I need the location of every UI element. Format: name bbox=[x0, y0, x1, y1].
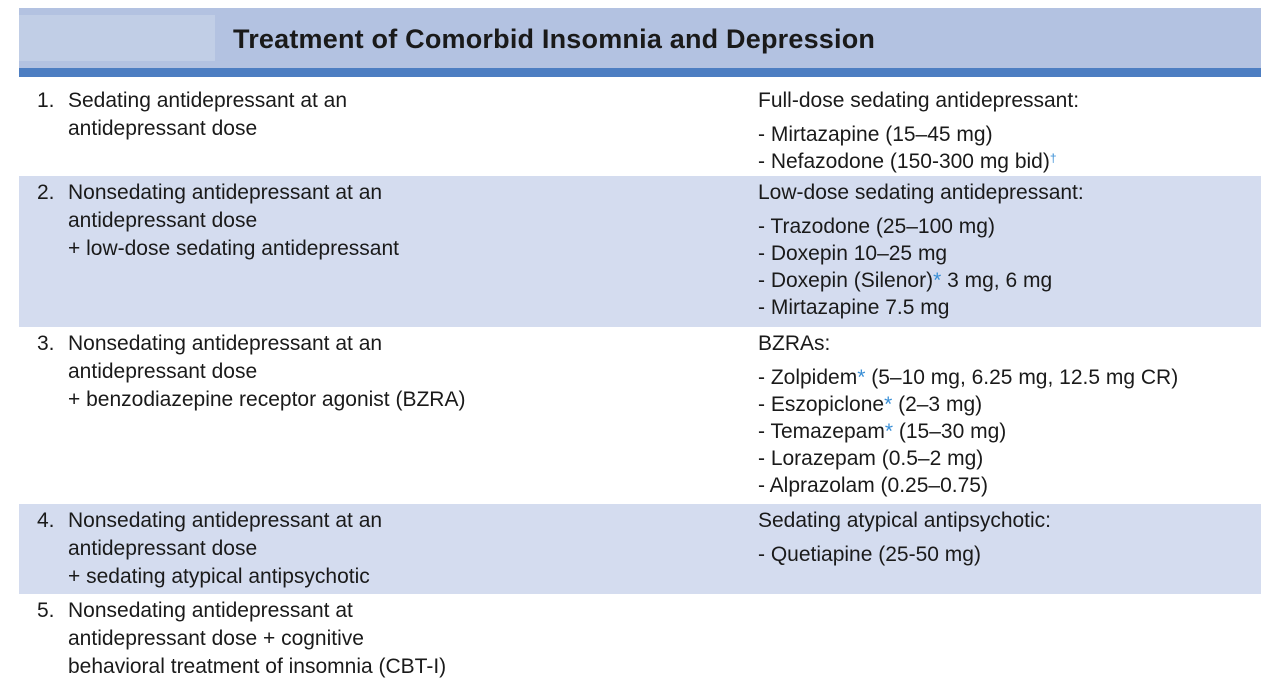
option-text-line: Nonsedating antidepressant at an bbox=[68, 509, 383, 532]
option-number: 2. bbox=[37, 181, 55, 204]
option-text-line: antidepressant dose bbox=[68, 360, 258, 383]
list-item: - Trazodone (25–100 mg) bbox=[758, 213, 1258, 240]
medication-text: - Lorazepam (0.5–2 mg) bbox=[758, 447, 984, 470]
medication-text: - Doxepin (Silenor) bbox=[758, 269, 934, 292]
dagger-footnote-mark: † bbox=[1049, 151, 1057, 165]
medication-dose: 3 mg, 6 mg bbox=[941, 269, 1053, 292]
medication-text: - Alprazolam (0.25–0.75) bbox=[758, 474, 988, 497]
list-item: - Alprazolam (0.25–0.75) bbox=[758, 472, 1258, 499]
table-header bbox=[19, 8, 1261, 68]
treatment-option: 5. Nonsedating antidepressant at antidep… bbox=[37, 597, 697, 681]
asterisk-footnote-mark: * bbox=[884, 420, 894, 443]
medication-heading: Sedating atypical antipsychotic: bbox=[758, 509, 1052, 532]
medication-heading: Low-dose sedating antidepressant: bbox=[758, 181, 1084, 204]
list-item: - Temazepam* (15–30 mg) bbox=[758, 418, 1258, 445]
option-text-line: + sedating atypical antipsychotic bbox=[68, 565, 370, 588]
medication-list: Low-dose sedating antidepressant: - Traz… bbox=[758, 179, 1258, 321]
option-text-line: Nonsedating antidepressant at an bbox=[68, 181, 383, 204]
treatment-option: 3. Nonsedating antidepressant at an anti… bbox=[37, 330, 697, 414]
medication-list: Full-dose sedating antidepressant: - Mir… bbox=[758, 87, 1258, 175]
medication-heading: Full-dose sedating antidepressant: bbox=[758, 89, 1080, 112]
page-title: Treatment of Comorbid Insomnia and Depre… bbox=[233, 24, 876, 54]
medication-text: - Quetiapine (25-50 mg) bbox=[758, 543, 981, 566]
medication-dose: (15–30 mg) bbox=[893, 420, 1007, 443]
list-item: - Quetiapine (25-50 mg) bbox=[758, 541, 1258, 568]
option-text-line: + low-dose sedating antidepressant bbox=[68, 237, 399, 260]
table-row: 3. Nonsedating antidepressant at an anti… bbox=[19, 327, 1261, 504]
list-item: - Doxepin 10–25 mg bbox=[758, 240, 1258, 267]
option-number: 3. bbox=[37, 332, 55, 355]
header-accent-panel bbox=[19, 15, 215, 61]
medication-list: Sedating atypical antipsychotic: - Queti… bbox=[758, 507, 1258, 568]
option-text-line: + benzodiazepine receptor agonist (BZRA) bbox=[68, 388, 466, 411]
list-item: - Nefazodone (150-300 mg bid)† bbox=[758, 148, 1258, 175]
option-text-line: antidepressant dose bbox=[68, 209, 258, 232]
medication-text: - Eszopiclone bbox=[758, 393, 885, 416]
option-text-line: behavioral treatment of insomnia (CBT-I) bbox=[68, 655, 447, 678]
option-number: 1. bbox=[37, 89, 55, 112]
table-row: 5. Nonsedating antidepressant at antidep… bbox=[19, 594, 1261, 688]
option-text-line: Nonsedating antidepressant at an bbox=[68, 332, 383, 355]
asterisk-footnote-mark: * bbox=[857, 366, 866, 389]
medication-text: - Zolpidem bbox=[758, 366, 858, 389]
option-text-line: Nonsedating antidepressant at bbox=[68, 599, 353, 622]
medication-dose: (5–10 mg, 6.25 mg, 12.5 mg CR) bbox=[865, 366, 1179, 389]
list-item: - Mirtazapine 7.5 mg bbox=[758, 294, 1258, 321]
list-item: - Zolpidem* (5–10 mg, 6.25 mg, 12.5 mg C… bbox=[758, 364, 1258, 391]
option-text-line: antidepressant dose bbox=[68, 117, 258, 140]
list-item: - Doxepin (Silenor)* 3 mg, 6 mg bbox=[758, 267, 1258, 294]
option-text-line: antidepressant dose + cognitive bbox=[68, 627, 364, 650]
option-number: 5. bbox=[37, 599, 55, 622]
medication-text: - Trazodone (25–100 mg) bbox=[758, 215, 995, 238]
medication-dose: (2–3 mg) bbox=[892, 393, 983, 416]
table-row: 4. Nonsedating antidepressant at an anti… bbox=[19, 504, 1261, 594]
option-text-line: Sedating antidepressant at an bbox=[68, 89, 348, 112]
medication-text: - Mirtazapine 7.5 mg bbox=[758, 296, 950, 319]
option-number: 4. bbox=[37, 509, 55, 532]
medication-list: BZRAs: - Zolpidem* (5–10 mg, 6.25 mg, 12… bbox=[758, 330, 1258, 499]
medication-heading: BZRAs: bbox=[758, 332, 831, 355]
treatment-option: 4. Nonsedating antidepressant at an anti… bbox=[37, 507, 697, 591]
medication-text: - Temazepam bbox=[758, 420, 885, 443]
table-row: 1. Sedating antidepressant at an antidep… bbox=[19, 84, 1261, 176]
table-row: 2. Nonsedating antidepressant at an anti… bbox=[19, 176, 1261, 327]
list-item: - Mirtazapine (15–45 mg) bbox=[758, 121, 1258, 148]
treatment-option: 1. Sedating antidepressant at an antidep… bbox=[37, 87, 697, 143]
header-rule bbox=[19, 68, 1261, 77]
asterisk-footnote-mark: * bbox=[884, 393, 893, 416]
option-text-line: antidepressant dose bbox=[68, 537, 258, 560]
medication-text: - Mirtazapine (15–45 mg) bbox=[758, 123, 993, 146]
asterisk-footnote-mark: * bbox=[933, 269, 942, 292]
list-item: - Eszopiclone* (2–3 mg) bbox=[758, 391, 1258, 418]
medication-text: - Doxepin 10–25 mg bbox=[758, 242, 948, 265]
treatment-option: 2. Nonsedating antidepressant at an anti… bbox=[37, 179, 697, 263]
list-item: - Lorazepam (0.5–2 mg) bbox=[758, 445, 1258, 472]
medication-text: - Nefazodone (150-300 mg bid) bbox=[758, 150, 1050, 173]
